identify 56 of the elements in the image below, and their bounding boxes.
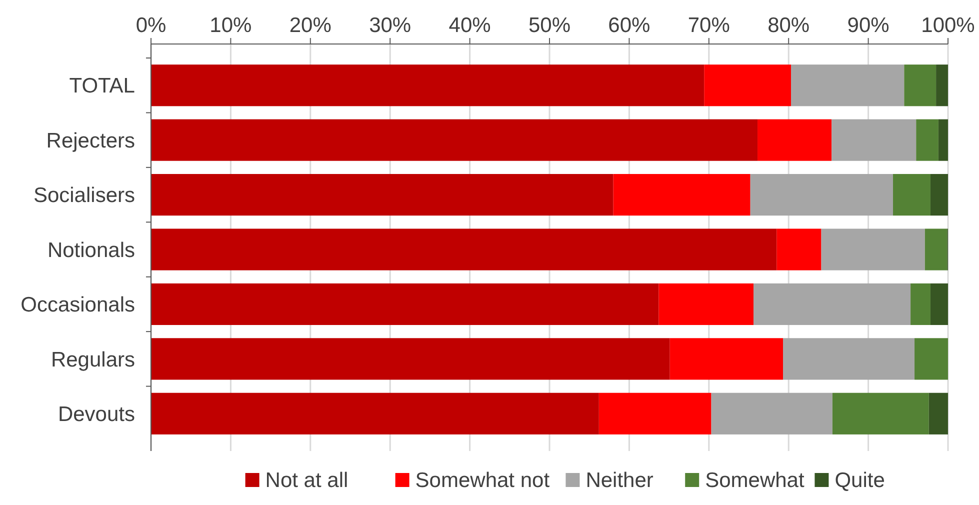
y-tick-label: Devouts (58, 402, 135, 426)
x-tick-label: 50% (528, 14, 571, 37)
bar (151, 64, 704, 106)
y-tick-label: TOTAL (69, 74, 135, 98)
y-tick-label: Notionals (47, 238, 135, 262)
bar (832, 119, 916, 161)
bar (904, 64, 936, 106)
bar (151, 338, 670, 380)
x-tick-label: 30% (369, 14, 412, 37)
bar (938, 119, 948, 161)
bar (930, 283, 948, 326)
x-tick-label: 40% (448, 14, 491, 37)
y-tick-label: Occasionals (20, 294, 135, 317)
bar (151, 392, 599, 434)
bar (928, 392, 948, 434)
bar (783, 338, 915, 380)
bar (151, 119, 758, 161)
legend-label: Neither (586, 469, 654, 492)
bar (790, 64, 904, 106)
bar (704, 64, 791, 106)
x-tick-label: 70% (688, 14, 730, 37)
x-tick-label: 90% (847, 14, 890, 37)
bar (670, 338, 784, 380)
bar (598, 392, 712, 434)
bar (936, 64, 948, 106)
bar (893, 174, 930, 216)
bar (151, 174, 614, 216)
bar (750, 174, 894, 216)
x-tick-label: 0% (136, 14, 166, 37)
bar (658, 283, 754, 326)
bar (758, 119, 832, 161)
bar (821, 228, 925, 270)
x-tick-label: 80% (768, 14, 810, 37)
legend-label: Quite (834, 469, 885, 492)
bar (776, 228, 822, 270)
legend-label: Not at all (265, 469, 348, 492)
bar (613, 174, 750, 216)
bar (916, 119, 938, 161)
y-tick-label: Socialisers (33, 184, 135, 208)
legend-label: Somewhat (705, 469, 804, 492)
bar (924, 228, 948, 270)
bar (832, 392, 929, 434)
x-tick-label: 20% (289, 14, 332, 37)
legend-label: Somewhat not (415, 469, 550, 492)
y-tick-label: Rejecters (46, 129, 135, 152)
bar (910, 283, 930, 326)
bar (914, 338, 948, 380)
bar (930, 174, 948, 216)
x-tick-label: 100% (921, 14, 975, 37)
x-tick-label: 10% (210, 14, 252, 37)
bar (754, 283, 911, 326)
y-tick-label: Regulars (50, 348, 135, 372)
bar (151, 228, 777, 270)
bar (151, 283, 659, 326)
bar (711, 392, 832, 434)
x-tick-label: 60% (608, 14, 650, 37)
